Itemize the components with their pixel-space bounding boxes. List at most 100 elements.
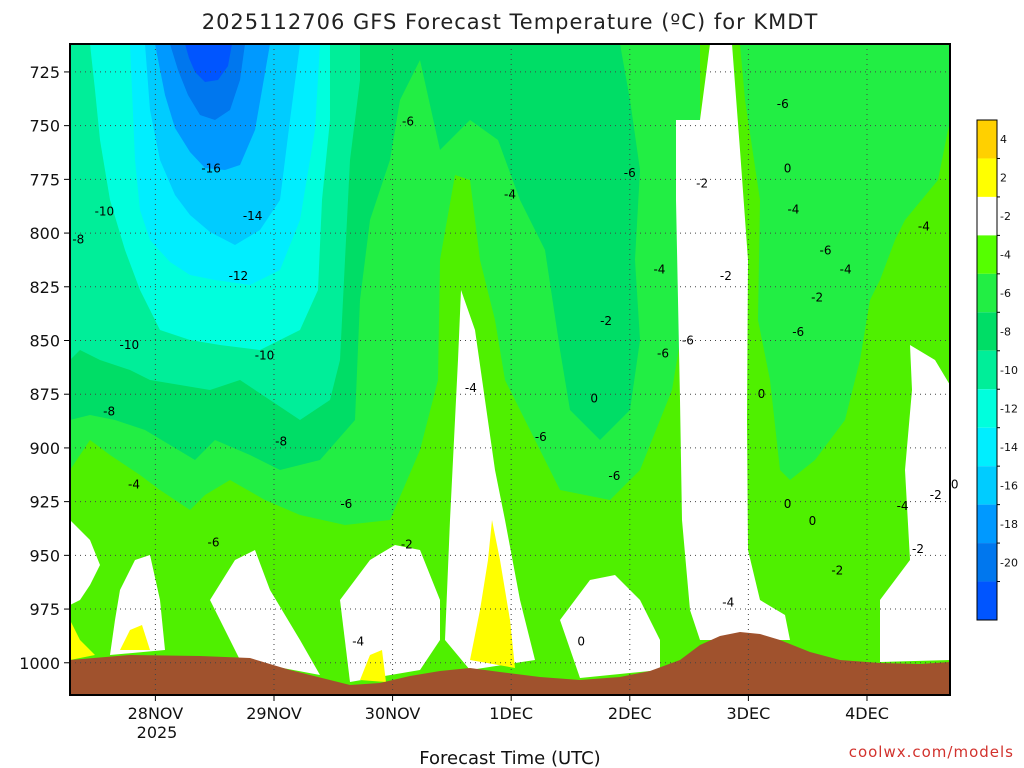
- colorbar-swatch: [977, 196, 997, 236]
- contour-label: -6: [624, 166, 636, 180]
- colorbar-swatch: [977, 389, 997, 428]
- contour-label: -10: [255, 349, 275, 363]
- y-tick-label: 900: [29, 439, 60, 458]
- contour-label: -12: [229, 269, 249, 283]
- colorbar-frame: [976, 119, 998, 621]
- contour-label: -4: [897, 499, 909, 513]
- contour-label: 0: [784, 497, 792, 511]
- contour-label: -2: [600, 314, 612, 328]
- contour-label: -10: [95, 205, 115, 219]
- colorbar-label: -8: [1000, 326, 1011, 339]
- contour-label: -2: [930, 488, 942, 502]
- contour-label: -4: [504, 187, 516, 201]
- y-tick-label: 800: [29, 224, 60, 243]
- colorbar-label: -18: [1000, 518, 1018, 531]
- colorbar-label: -14: [1000, 441, 1018, 454]
- contour-label: -6: [819, 243, 831, 257]
- x-tick-label: 30NOV: [365, 704, 421, 723]
- contour-label: 0: [784, 162, 792, 176]
- y-tick-label: 750: [29, 117, 60, 136]
- contour-label: -6: [340, 497, 352, 511]
- region-above-minus2-b: [110, 555, 165, 655]
- colorbar-swatch: [977, 543, 997, 582]
- contour-label: -2: [720, 269, 732, 283]
- contour-label: -10: [119, 338, 139, 352]
- y-tick-label: 725: [29, 63, 60, 82]
- contour-label: -6: [657, 346, 669, 360]
- contour-label: 0: [951, 477, 959, 491]
- contour-label: 0: [758, 387, 766, 401]
- contour-label: -6: [535, 430, 547, 444]
- x-tick-label: 2DEC: [608, 704, 652, 723]
- region-above-2-a: [70, 620, 95, 660]
- colorbar-label: 4: [1000, 133, 1007, 146]
- colorbar-swatch: [977, 581, 997, 620]
- x-tick-label: 29NOV: [246, 704, 302, 723]
- colorbar-swatch: [977, 466, 997, 505]
- plot-area: [70, 44, 950, 695]
- colorbar-label: -6: [1000, 287, 1011, 300]
- region-above-2-d: [470, 520, 515, 668]
- x-axis-title: Forecast Time (UTC): [419, 748, 600, 768]
- contour-label: -14: [243, 209, 263, 223]
- y-tick-label: 825: [29, 278, 60, 297]
- contour-label: -6: [402, 114, 414, 128]
- y-tick-label: 975: [29, 600, 60, 619]
- y-tick-label: 850: [29, 331, 60, 350]
- contour-label: -6: [777, 97, 789, 111]
- colorbar-label: -12: [1000, 402, 1018, 415]
- region-below-minus20: [185, 44, 232, 82]
- credit-link[interactable]: coolwx.com/models: [849, 743, 1014, 761]
- colorbar-swatch: [977, 235, 997, 274]
- colorbar-swatch: [977, 427, 997, 467]
- region-above-minus2-d: [340, 545, 440, 682]
- colorbar-label: -10: [1000, 364, 1018, 377]
- contour-label: -8: [72, 233, 84, 247]
- colorbar-swatch: [977, 312, 997, 351]
- x-axis: 28NOV 29NOV 30NOV 1DEC 2DEC 3DEC 4DEC: [128, 695, 889, 723]
- x-tick-label: 1DEC: [489, 704, 533, 723]
- region-above-minus2-f: [560, 575, 660, 678]
- y-tick-label: 1000: [19, 654, 60, 673]
- contour-label: 0: [590, 392, 598, 406]
- terrain: [70, 632, 950, 695]
- x-tick-label: 4DEC: [845, 704, 889, 723]
- x-tick-label: 28NOV: [128, 704, 184, 723]
- colorbar-label: 2: [1000, 172, 1007, 185]
- colorbar-swatch: [977, 120, 997, 159]
- y-tick-label: 925: [29, 493, 60, 512]
- contour-label: -4: [465, 381, 477, 395]
- region-above-minus2-h: [880, 345, 950, 662]
- plot-frame: [69, 43, 951, 696]
- contour-label: -2: [811, 291, 823, 305]
- contour-label: -6: [682, 333, 694, 347]
- contour-label: -4: [787, 202, 799, 216]
- colorbar-swatch: [977, 504, 997, 544]
- contour-label: -6: [792, 325, 804, 339]
- x-tick-label: 3DEC: [726, 704, 770, 723]
- contour-label: -2: [401, 538, 413, 552]
- y-axis: 725 750 775 800 825 850 875 900 925 950 975 1000: [19, 63, 70, 673]
- contour-label: -8: [103, 404, 115, 418]
- contour-label: -2: [912, 542, 924, 556]
- colorbar-label: -20: [1000, 556, 1018, 569]
- contour-labels: -16 -14 -12 -10 -10 -10 -8 -8 -8 -6 -6 -6 -6 -6 -6 -6 -6…: [72, 97, 959, 648]
- region-above-minus2-c: [210, 550, 320, 675]
- contour-label: -8: [275, 434, 287, 448]
- colorbar-swatch: [977, 158, 997, 197]
- region-above-minus2-a: [70, 520, 100, 605]
- colorbar: 4 2 -2 -4 -6 -8 -10 -12 -14 -16 -18 -20: [976, 119, 1018, 621]
- contour-label: -2: [831, 563, 843, 577]
- contour-label: 0: [577, 634, 585, 648]
- contour-label: -6: [608, 469, 620, 483]
- contour-label: -2: [696, 177, 708, 191]
- y-tick-label: 875: [29, 385, 60, 404]
- region-above-2-c: [360, 650, 386, 682]
- contour-label: -4: [722, 596, 734, 610]
- y-tick-label: 775: [29, 170, 60, 189]
- colorbar-label: -16: [1000, 479, 1018, 492]
- contour-label: -4: [653, 263, 665, 277]
- contour-label: -6: [208, 535, 220, 549]
- contour-label: -4: [352, 634, 364, 648]
